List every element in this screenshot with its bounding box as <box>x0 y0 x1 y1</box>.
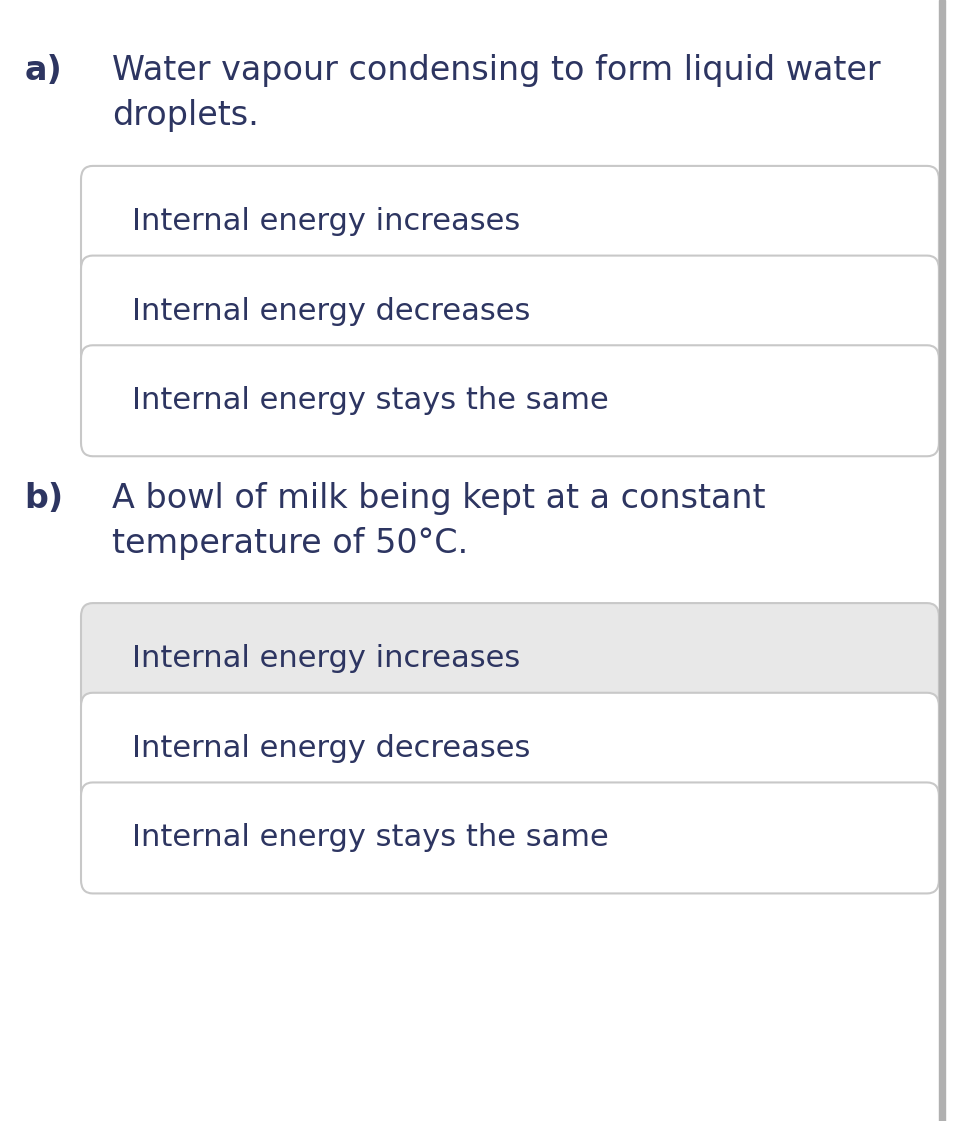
Text: droplets.: droplets. <box>112 99 259 131</box>
FancyBboxPatch shape <box>81 603 939 714</box>
Text: A bowl of milk being kept at a constant: A bowl of milk being kept at a constant <box>112 482 766 515</box>
Text: Internal energy increases: Internal energy increases <box>132 645 520 673</box>
FancyBboxPatch shape <box>81 693 939 804</box>
FancyBboxPatch shape <box>81 256 939 367</box>
FancyBboxPatch shape <box>81 782 939 893</box>
Text: Water vapour condensing to form liquid water: Water vapour condensing to form liquid w… <box>112 54 881 86</box>
Text: Internal energy increases: Internal energy increases <box>132 207 520 235</box>
FancyBboxPatch shape <box>81 166 939 277</box>
Bar <box>939 0 945 1121</box>
Text: Internal energy decreases: Internal energy decreases <box>132 297 530 325</box>
FancyBboxPatch shape <box>81 345 939 456</box>
Text: a): a) <box>24 54 62 86</box>
Text: Internal energy stays the same: Internal energy stays the same <box>132 387 608 415</box>
Text: Internal energy decreases: Internal energy decreases <box>132 734 530 762</box>
Text: b): b) <box>24 482 63 515</box>
Text: Internal energy stays the same: Internal energy stays the same <box>132 824 608 852</box>
Text: temperature of 50°C.: temperature of 50°C. <box>112 527 468 559</box>
